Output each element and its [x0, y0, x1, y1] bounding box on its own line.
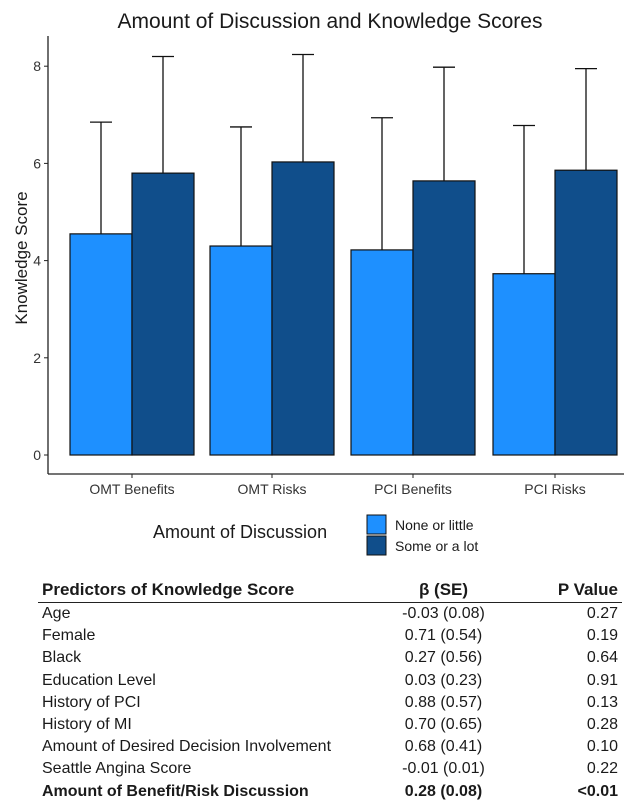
pvalue-cell: 0.22: [586, 760, 618, 778]
y-axis-label: Knowledge Score: [12, 191, 31, 324]
header-pvalue: P Value: [557, 580, 618, 599]
pvalue-cell: 0.28: [586, 715, 618, 733]
beta-cell: 0.88 (0.57): [404, 693, 483, 711]
pvalue-cell: 0.19: [586, 627, 618, 645]
table-row: Education Level 0.03 (0.23) 0.91: [38, 670, 622, 692]
table-header: Predictors of Knowledge Score β (SE) P V…: [38, 578, 622, 603]
pvalue-cell: 0.91: [586, 671, 618, 689]
bar: [554, 169, 618, 456]
predictor-cell: History of MI: [42, 715, 132, 733]
table-row: History of PCI 0.88 (0.57) 0.13: [38, 692, 622, 714]
table-row: Seattle Angina Score -0.01 (0.01) 0.22: [38, 758, 622, 780]
x-tick-label: OMT Risks: [238, 481, 307, 497]
predictor-cell: Amount of Benefit/Risk Discussion: [42, 782, 309, 800]
predictors-table: Predictors of Knowledge Score β (SE) P V…: [38, 578, 622, 803]
table-row: Female 0.71 (0.54) 0.19: [38, 625, 622, 647]
beta-cell: 0.27 (0.56): [404, 649, 483, 667]
x-tick-label: OMT Benefits: [89, 481, 174, 497]
chart-title: Amount of Discussion and Knowledge Score…: [118, 10, 543, 33]
x-tick-label: PCI Risks: [524, 481, 585, 497]
predictor-cell: Female: [42, 627, 96, 645]
pvalue-cell: 0.13: [586, 693, 618, 711]
beta-cell: -0.03 (0.08): [402, 605, 485, 622]
legend-swatch: [366, 514, 387, 535]
table-row: History of MI 0.70 (0.65) 0.28: [38, 714, 622, 736]
bar-chart: Amount of Discussion and Knowledge Score…: [12, 10, 624, 556]
pvalue-cell: 0.10: [586, 738, 618, 756]
bar: [131, 172, 195, 456]
table-body: Age -0.03 (0.08) 0.27 Female 0.71 (0.54) 0.19…: [38, 603, 622, 803]
predictor-cell: Black: [42, 649, 82, 667]
legend-swatch: [366, 535, 387, 556]
predictor-cell: History of PCI: [42, 693, 141, 711]
legend-title: Amount of Discussion: [153, 522, 327, 542]
header-beta: β (SE): [418, 580, 469, 599]
table-row: Amount of Benefit/Risk Discussion 0.28 (0…: [38, 781, 622, 803]
beta-cell: 0.71 (0.54): [404, 627, 483, 645]
y-tick-label: 6: [33, 155, 41, 171]
predictor-cell: Education Level: [42, 671, 156, 689]
table-row: Amount of Desired Decision Involvement 0.…: [38, 736, 622, 758]
y-tick-label: 8: [33, 58, 41, 74]
beta-cell: 0.28 (0.08): [404, 782, 483, 800]
predictor-cell: Seattle Angina Score: [42, 760, 192, 778]
y-tick-label: 2: [33, 350, 41, 366]
beta-cell: 0.70 (0.65): [404, 715, 483, 733]
bar: [209, 245, 273, 456]
table-row: Black 0.27 (0.56) 0.64: [38, 647, 622, 669]
bar: [69, 233, 133, 456]
legend-label: None or little: [395, 517, 474, 533]
bar: [492, 273, 556, 456]
predictor-cell: Amount of Desired Decision Involvement: [42, 738, 332, 756]
bar: [412, 180, 476, 456]
bar: [271, 161, 335, 456]
y-tick-label: 4: [33, 253, 41, 269]
beta-cell: -0.01 (0.01): [402, 760, 485, 778]
predictor-cell: Age: [42, 605, 71, 622]
bar: [350, 249, 414, 456]
beta-cell: 0.03 (0.23): [404, 671, 483, 689]
pvalue-cell: 0.27: [586, 605, 618, 622]
table-row: Age -0.03 (0.08) 0.27: [38, 603, 622, 625]
beta-cell: 0.68 (0.41): [404, 738, 483, 756]
x-tick-label: PCI Benefits: [374, 481, 452, 497]
legend-label: Some or a lot: [395, 538, 478, 554]
pvalue-cell: <0.01: [577, 782, 618, 800]
y-tick-label: 0: [33, 447, 41, 463]
pvalue-cell: 0.64: [586, 649, 618, 667]
header-predictor: Predictors of Knowledge Score: [42, 580, 295, 599]
